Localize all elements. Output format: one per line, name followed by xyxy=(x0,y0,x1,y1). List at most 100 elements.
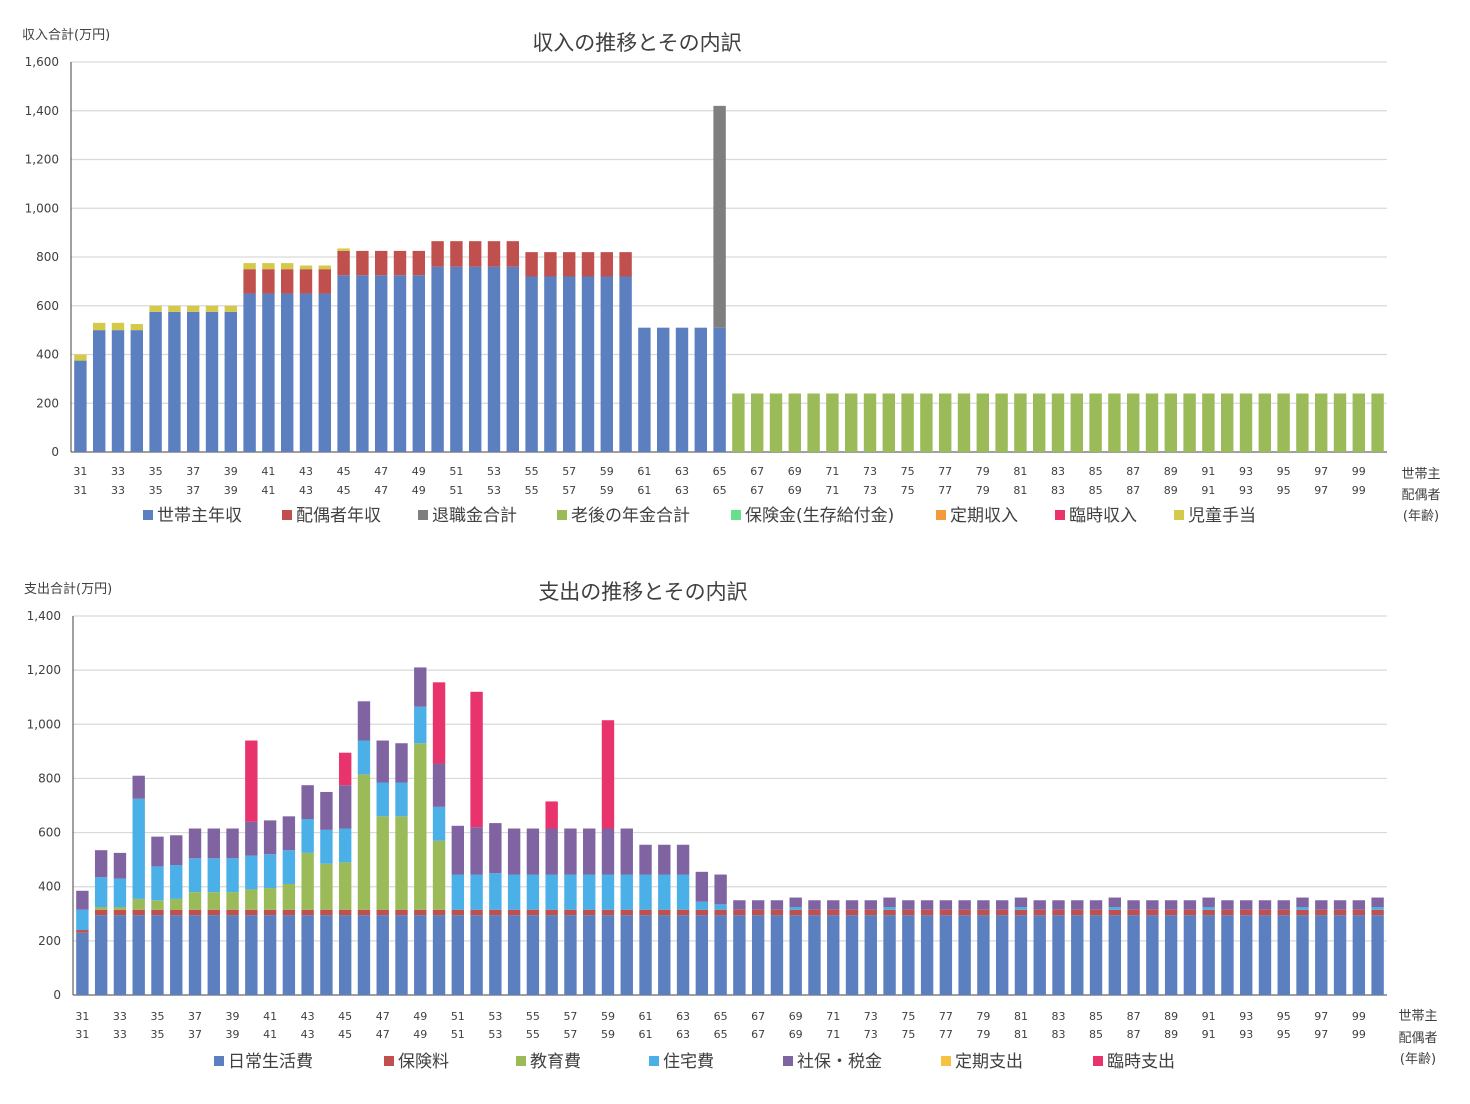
expense-bar-segment-社保・税金 xyxy=(1089,900,1103,910)
expense-x-tick-label-spouse: 39 xyxy=(226,1028,240,1041)
income-bar-segment-世帯主年収 xyxy=(600,276,614,452)
income-x-tick-label-spouse: 83 xyxy=(1051,484,1065,497)
expense-bar-segment-臨時支出 xyxy=(245,740,258,822)
income-x-tick-label-householder: 95 xyxy=(1277,465,1291,478)
expense-bar-segment-日常生活費 xyxy=(170,915,183,995)
income-bar-segment-配偶者年収 xyxy=(487,241,501,267)
income-bar-segment-世帯主年収 xyxy=(299,293,313,452)
expense-bar-segment-保険料 xyxy=(226,909,239,916)
expense-bar-segment-保険料 xyxy=(1108,909,1122,916)
expense-bar-segment-教育費 xyxy=(132,898,145,910)
income-bar-segment-世帯主年収 xyxy=(656,327,670,452)
income-x-tick-label-spouse: 53 xyxy=(487,484,501,497)
income-x-tick-label-householder: 99 xyxy=(1352,465,1366,478)
expense-bar-segment-保険料 xyxy=(263,909,277,916)
expense-bar-segment-保険料 xyxy=(1315,909,1328,916)
expense-x-tick-label-spouse: 63 xyxy=(676,1028,690,1041)
expense-x-tick-label-householder: 33 xyxy=(113,1010,127,1023)
income-x-tick-label-spouse: 57 xyxy=(562,484,576,497)
income-x-tick-label-householder: 33 xyxy=(111,465,125,478)
expense-x-tick-label-householder: 89 xyxy=(1164,1010,1178,1023)
expense-x-tick-label-spouse: 75 xyxy=(901,1028,915,1041)
expense-bar-segment-日常生活費 xyxy=(1164,915,1178,995)
income-x-tick-label-householder: 55 xyxy=(525,465,539,478)
expense-bar-segment-保険料 xyxy=(939,909,953,916)
income-bar-segment-老後の年金合計 xyxy=(1164,393,1178,452)
expense-bar-segment-日常生活費 xyxy=(827,915,840,995)
expense-bar-segment-社保・税金 xyxy=(1258,900,1272,910)
expense-bar-segment-日常生活費 xyxy=(864,915,877,995)
expense-bar-segment-日常生活費 xyxy=(1108,915,1122,995)
expense-bar-segment-社保・税金 xyxy=(1164,900,1178,910)
expense-x-tick-label-spouse: 41 xyxy=(263,1028,277,1041)
expense-bar-segment-社保・税金 xyxy=(1315,900,1328,910)
income-bar-segment-世帯主年収 xyxy=(694,327,708,452)
expense-bar-segment-社保・税金 xyxy=(883,897,896,908)
expense-bar-segment-社保・税金 xyxy=(770,900,784,910)
expense-x-axis-label: (年齢) xyxy=(1400,1052,1436,1067)
expense-x-tick-label-householder: 47 xyxy=(376,1010,390,1023)
expense-x-tick-label-householder: 67 xyxy=(751,1010,765,1023)
income-x-tick-label-householder: 97 xyxy=(1314,465,1328,478)
income-bar-segment-児童手当 xyxy=(92,322,106,331)
expense-bar-segment-保険料 xyxy=(451,909,465,916)
income-bar-segment-世帯主年収 xyxy=(468,266,482,452)
expense-bar-segment-教育費 xyxy=(94,907,108,910)
income-x-tick-label-householder: 51 xyxy=(449,465,463,478)
expense-bar-segment-日常生活費 xyxy=(789,915,802,995)
expense-legend-swatch xyxy=(384,1056,394,1066)
income-x-tick-label-householder: 49 xyxy=(412,465,426,478)
expense-x-tick-label-spouse: 69 xyxy=(789,1028,803,1041)
expense-bar-segment-保険料 xyxy=(714,909,727,916)
expense-bar-segment-社保・税金 xyxy=(301,785,314,820)
income-bar-segment-世帯主年収 xyxy=(393,275,407,452)
expense-bar-segment-保険料 xyxy=(808,909,821,916)
expense-legend-swatch xyxy=(783,1056,793,1066)
expense-bar-segment-保険料 xyxy=(845,909,859,916)
expense-x-tick-label-householder: 93 xyxy=(1239,1010,1253,1023)
expense-bar-segment-日常生活費 xyxy=(751,915,765,995)
expense-bar-segment-社保・税金 xyxy=(676,844,690,875)
expense-bar-segment-社保・税金 xyxy=(470,827,483,875)
income-x-tick-label-spouse: 65 xyxy=(713,484,727,497)
expense-x-tick-label-spouse: 87 xyxy=(1127,1028,1141,1041)
expense-bar-segment-住宅費 xyxy=(1108,907,1122,910)
income-x-tick-label-householder: 79 xyxy=(976,465,990,478)
expense-legend-label: 社保・税金 xyxy=(797,1052,882,1072)
income-bar-segment-配偶者年収 xyxy=(581,252,595,277)
expense-bar-segment-日常生活費 xyxy=(1089,915,1103,995)
expense-bar-segment-社保・税金 xyxy=(714,874,727,905)
expense-bar-segment-日常生活費 xyxy=(188,915,202,995)
expense-x-tick-label-householder: 45 xyxy=(338,1010,352,1023)
expense-bar-segment-教育費 xyxy=(414,743,427,910)
expense-bar-segment-住宅費 xyxy=(395,782,408,817)
expense-bar-segment-教育費 xyxy=(376,816,389,910)
expense-x-tick-label-spouse: 47 xyxy=(376,1028,390,1041)
income-x-tick-label-spouse: 89 xyxy=(1164,484,1178,497)
expense-bar-segment-保険料 xyxy=(864,909,877,916)
expense-bar-segment-日常生活費 xyxy=(470,915,483,995)
expense-bar-segment-日常生活費 xyxy=(1296,915,1309,995)
income-bar-segment-老後の年金合計 xyxy=(826,393,839,452)
expense-bar-segment-保険料 xyxy=(1333,909,1347,916)
income-x-tick-label-spouse: 85 xyxy=(1089,484,1103,497)
expense-x-tick-label-spouse: 93 xyxy=(1239,1028,1253,1041)
expense-x-tick-label-householder: 49 xyxy=(413,1010,427,1023)
expense-x-tick-label-spouse: 37 xyxy=(188,1028,202,1041)
income-bar-segment-世帯主年収 xyxy=(525,276,538,452)
expense-x-tick-label-householder: 63 xyxy=(676,1010,690,1023)
expense-bar-segment-保険料 xyxy=(770,909,784,916)
expense-bar-segment-教育費 xyxy=(395,816,408,910)
expense-x-tick-label-householder: 83 xyxy=(1052,1010,1066,1023)
income-y-tick-label: 1,000 xyxy=(25,201,59,215)
expense-bar-segment-日常生活費 xyxy=(76,932,89,995)
expense-bar-segment-社保・税金 xyxy=(489,823,502,874)
expense-bar-segment-保険料 xyxy=(282,909,296,916)
expense-bar-segment-日常生活費 xyxy=(151,915,164,995)
expense-bar-segment-社保・税金 xyxy=(282,816,296,851)
income-bar-segment-老後の年金合計 xyxy=(1145,393,1159,452)
income-legend-label: 世帯主年収 xyxy=(157,506,242,526)
expense-bar-segment-日常生活費 xyxy=(639,915,652,995)
expense-bar-segment-社保・税金 xyxy=(733,900,746,910)
expense-bar-segment-日常生活費 xyxy=(207,915,220,995)
